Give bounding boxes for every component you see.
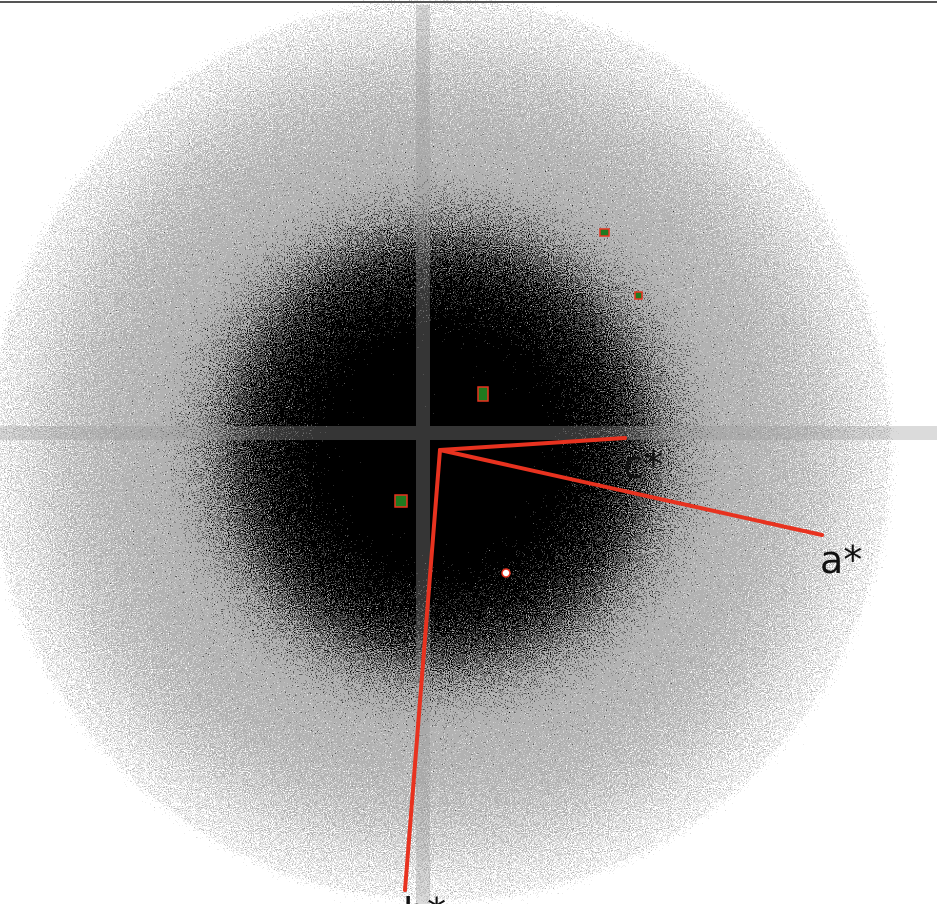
axis-label: b* — [403, 890, 446, 904]
b-axis — [403, 448, 442, 892]
c-axis — [438, 436, 627, 452]
a-axis — [438, 448, 824, 537]
beamstop-cross — [0, 5, 937, 904]
axis-label: a* — [820, 538, 862, 582]
axis-label: c* — [623, 443, 663, 487]
spot-markers — [394, 228, 643, 578]
